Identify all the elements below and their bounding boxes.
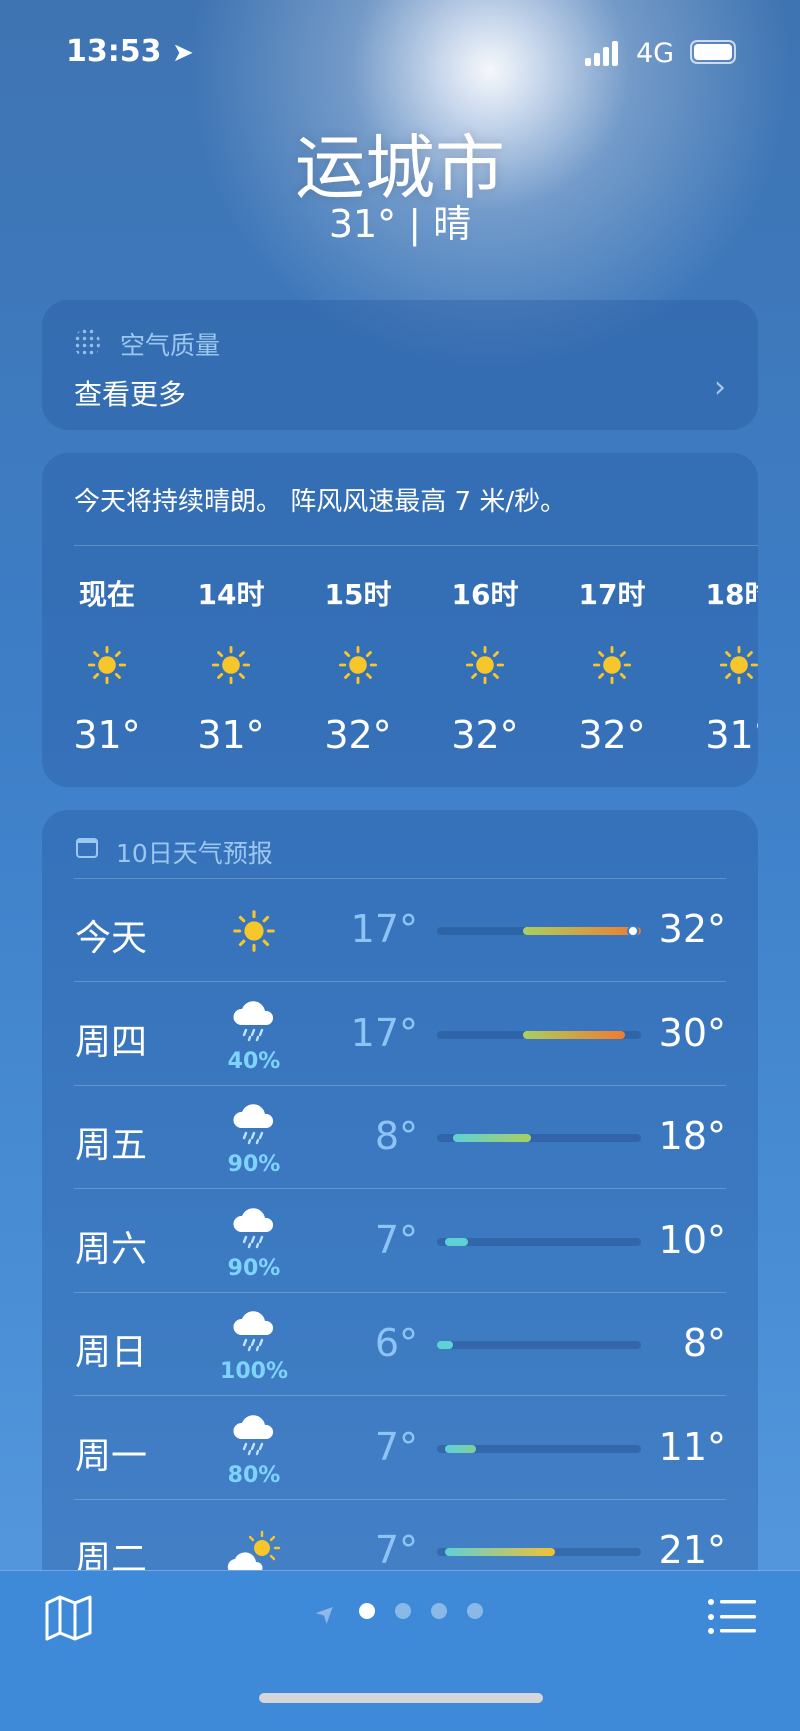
sun-icon — [717, 643, 758, 691]
day-label: 今天 — [75, 918, 148, 959]
rain-cloud-icon — [229, 1098, 279, 1150]
day-label: 周六 — [75, 1228, 148, 1270]
high-temp: 21° — [658, 1528, 726, 1572]
precip-chance: 90% — [227, 1152, 281, 1177]
hour-temp: 31° — [73, 713, 141, 757]
temp-range-bar — [444, 1444, 477, 1453]
low-temp: 7° — [374, 1424, 418, 1469]
hour-temp: 32° — [324, 713, 392, 757]
temp-range-bar — [523, 1030, 626, 1039]
day-label: 周日 — [75, 1332, 148, 1373]
signal-icon — [585, 40, 625, 66]
air-quality-card[interactable]: 空气质量 查看更多 › — [42, 300, 758, 430]
temp-range-track — [437, 1237, 641, 1246]
low-temp: 8° — [374, 1114, 418, 1158]
see-more-link[interactable]: 查看更多 — [74, 378, 187, 411]
hour-label: 18时 — [705, 578, 758, 611]
battery-icon — [690, 40, 736, 64]
hour-label: 现在 — [78, 578, 135, 611]
forecast-row[interactable]: 周一 80% 7° 11° — [42, 1397, 758, 1500]
home-indicator — [259, 1693, 543, 1703]
high-temp: 8° — [682, 1321, 726, 1365]
forecast-row[interactable]: 周四 40% 17° 30° — [42, 983, 758, 1086]
sun-icon — [209, 643, 253, 691]
hour-label: 16时 — [451, 578, 519, 611]
air-quality-title: 空气质量 — [120, 331, 221, 360]
temp-range-track — [437, 1444, 641, 1453]
list-icon[interactable] — [708, 1597, 756, 1637]
rain-cloud-icon — [229, 1305, 279, 1357]
precip-chance: 80% — [227, 1462, 281, 1488]
sun-icon — [590, 643, 634, 691]
forecast-row[interactable]: 周日 100% 6° 8° — [42, 1293, 758, 1396]
hour-temp: 31° — [197, 713, 265, 757]
location-arrow-icon: ➤ — [171, 38, 194, 68]
high-temp: 11° — [658, 1424, 726, 1469]
current-conditions: 31° | 晴 — [328, 202, 472, 246]
sun-icon — [463, 643, 507, 691]
forecast-row[interactable]: 周六 90% 7° 10° — [42, 1190, 758, 1293]
bottom-toolbar: ➤ — [0, 1570, 800, 1731]
hour-label: 15时 — [324, 578, 392, 611]
page-dot[interactable] — [359, 1603, 375, 1619]
hour-temp: 31° — [705, 713, 758, 757]
hourly-summary: 今天将持续晴朗。 阵风风速最高 7 米/秒。 — [74, 487, 567, 517]
low-temp: 6° — [374, 1321, 418, 1365]
sun-icon — [85, 643, 129, 691]
ten-day-forecast-card: 10日天气预报 今天 17° 32° 周四 40% 17° 30° 周五 90% 8° 18° 周六 9… — [42, 810, 758, 1710]
hourly-forecast-card: 今天将持续晴朗。 阵风风速最高 7 米/秒。 现在 31° 14时 31° 15时 32°… — [42, 453, 758, 787]
rain-cloud-icon — [229, 995, 279, 1047]
low-temp: 17° — [350, 907, 418, 951]
hour-temp: 32° — [451, 713, 519, 757]
sun-icon — [336, 643, 380, 691]
temp-range-track — [437, 1548, 641, 1556]
day-label: 周五 — [75, 1125, 148, 1166]
temp-range-bar — [523, 927, 641, 935]
hour-label: 17时 — [578, 578, 646, 611]
temp-range-track — [437, 1341, 641, 1349]
temp-range-bar — [444, 1548, 555, 1556]
day-label: 周一 — [75, 1435, 148, 1477]
precip-chance: 100% — [220, 1359, 288, 1384]
temp-range-bar — [437, 1341, 453, 1349]
low-temp: 17° — [350, 1010, 418, 1055]
air-quality-icon — [74, 328, 100, 358]
day-label: 周四 — [75, 1021, 148, 1063]
high-temp: 10° — [658, 1217, 726, 1262]
temp-range-bar — [452, 1134, 532, 1142]
precip-chance: 40% — [227, 1048, 281, 1074]
calendar-icon — [76, 838, 98, 858]
low-temp: 7° — [374, 1217, 418, 1262]
high-temp: 30° — [658, 1010, 726, 1055]
location-page-icon[interactable]: ➤ — [309, 1595, 344, 1631]
high-temp: 18° — [658, 1114, 726, 1158]
forecast-row[interactable]: 今天 17° 32° — [42, 879, 758, 982]
temp-range-track — [437, 927, 641, 935]
current-temp-dot — [629, 927, 638, 935]
city-name: 运城市 — [295, 127, 505, 209]
low-temp: 7° — [374, 1528, 418, 1572]
page-dot[interactable] — [395, 1603, 411, 1619]
sun-icon — [230, 907, 278, 959]
map-icon[interactable] — [44, 1595, 94, 1641]
page-dot[interactable] — [431, 1603, 447, 1619]
forecast-row[interactable]: 周五 90% 8° 18° — [42, 1086, 758, 1189]
chevron-right-icon: › — [714, 370, 726, 405]
rain-cloud-icon — [229, 1202, 279, 1254]
precip-chance: 90% — [227, 1255, 281, 1281]
status-time: 13:53 ➤ — [66, 34, 194, 69]
rain-cloud-icon — [229, 1409, 279, 1461]
temp-range-bar — [444, 1237, 469, 1246]
temp-range-track — [437, 1134, 641, 1142]
hour-temp: 32° — [578, 713, 646, 757]
ten-day-title: 10日天气预报 — [116, 839, 273, 868]
temp-range-track — [437, 1030, 641, 1039]
network-label: 4G — [636, 38, 675, 69]
page-dot[interactable] — [467, 1603, 483, 1619]
hour-label: 14时 — [197, 578, 265, 611]
partly-cloudy-icon — [224, 1530, 284, 1578]
high-temp: 32° — [658, 907, 726, 951]
